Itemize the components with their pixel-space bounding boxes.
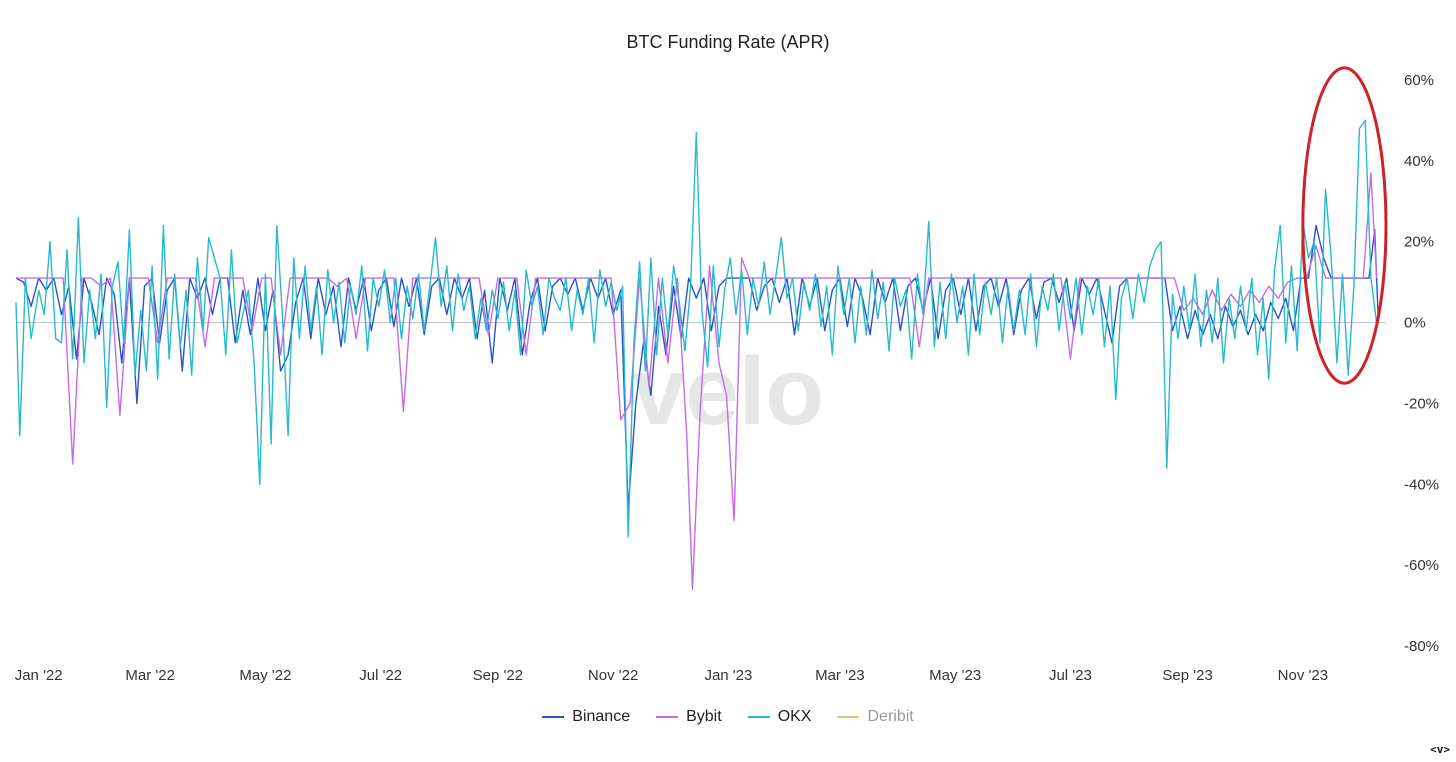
x-tick-label: Nov '22 — [588, 667, 638, 684]
y-tick-label: 20% — [1404, 234, 1434, 251]
x-tick-label: Jul '23 — [1049, 667, 1092, 684]
y-tick-label: -80% — [1404, 638, 1439, 655]
legend-item-binance[interactable]: Binance — [542, 708, 630, 726]
legend-label: Deribit — [867, 708, 914, 725]
x-tick-label: Sep '22 — [473, 667, 523, 684]
annotation-ellipse — [1301, 66, 1388, 385]
x-tick-label: May '23 — [929, 667, 981, 684]
legend-swatch — [747, 716, 770, 718]
series-line-bybit — [16, 172, 1378, 591]
x-tick-label: Sep '23 — [1162, 667, 1212, 684]
x-tick-label: Jan '23 — [704, 667, 752, 684]
legend-item-bybit[interactable]: Bybit — [656, 708, 722, 726]
x-tick-label: Jan '22 — [15, 667, 63, 684]
legend: Binance Bybit OKX Deribit — [0, 708, 1456, 726]
legend-item-deribit[interactable]: Deribit — [837, 708, 914, 726]
y-tick-label: 0% — [1404, 315, 1426, 332]
legend-label: Binance — [572, 708, 631, 725]
legend-swatch — [542, 716, 565, 718]
y-tick-label: -20% — [1404, 395, 1439, 412]
legend-swatch — [656, 716, 679, 718]
corner-mark: <v> — [1430, 743, 1450, 756]
series-line-okx — [15, 119, 1378, 538]
legend-label: Bybit — [686, 708, 722, 725]
legend-swatch — [837, 716, 860, 718]
x-tick-label: Nov '23 — [1278, 667, 1328, 684]
x-tick-label: Jul '22 — [359, 667, 402, 684]
y-tick-label: 60% — [1404, 72, 1434, 89]
chart-title: BTC Funding Rate (APR) — [626, 32, 830, 52]
x-tick-label: Mar '22 — [125, 667, 175, 684]
x-tick-label: May '22 — [239, 667, 291, 684]
y-tick-label: 40% — [1404, 153, 1434, 170]
legend-label: OKX — [777, 708, 812, 725]
legend-item-okx[interactable]: OKX — [747, 708, 812, 726]
y-tick-label: -40% — [1404, 476, 1439, 493]
y-tick-label: -60% — [1404, 557, 1439, 574]
x-tick-label: Mar '23 — [815, 667, 865, 684]
